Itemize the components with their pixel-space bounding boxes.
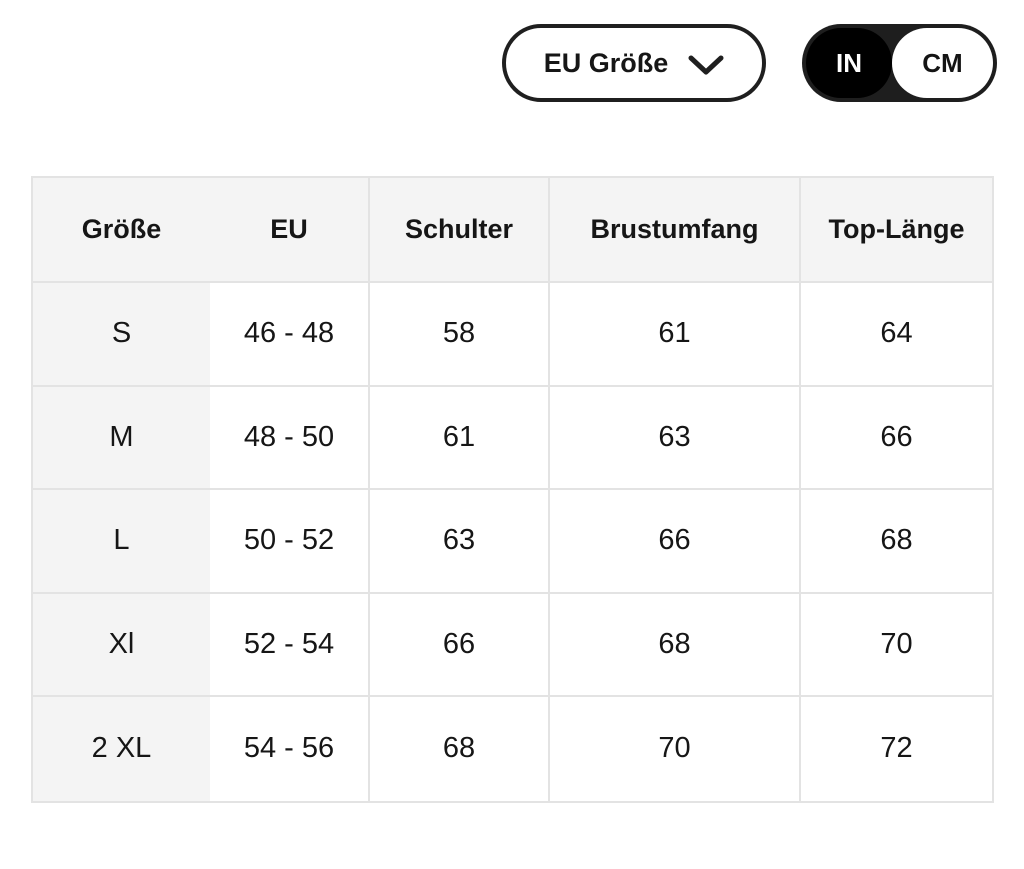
unit-toggle[interactable]: IN CM: [802, 24, 997, 102]
value-cell: 54 - 56: [210, 697, 368, 801]
value-cell: 70: [548, 697, 799, 801]
unit-toggle-in[interactable]: IN: [806, 28, 892, 98]
column-header-eu: EU: [210, 178, 368, 283]
value-cell: 50 - 52: [210, 490, 368, 594]
value-cell: 66: [368, 593, 548, 697]
size-label-cell: L: [33, 490, 210, 594]
value-cell: 61: [548, 283, 799, 387]
size-standard-select[interactable]: EU Größe: [502, 24, 766, 102]
column-header-brustumfang: Brustumfang: [548, 178, 799, 283]
size-standard-select-label: EU Größe: [543, 47, 669, 78]
value-cell: 66: [799, 386, 992, 490]
value-cell: 48 - 50: [210, 386, 368, 490]
size-label-cell: S: [33, 283, 210, 387]
value-cell: 61: [368, 386, 548, 490]
unit-toggle-cm[interactable]: CM: [892, 28, 993, 98]
value-cell: 63: [368, 490, 548, 594]
size-label-cell: 2 XL: [33, 697, 210, 801]
column-header-groesse: Größe: [33, 178, 210, 283]
column-header-top-laenge: Top-Länge: [799, 178, 992, 283]
value-cell: 66: [548, 490, 799, 594]
controls-row: EU Größe IN CM: [502, 24, 997, 102]
value-cell: 58: [368, 283, 548, 387]
value-cell: 68: [368, 697, 548, 801]
value-cell: 64: [799, 283, 992, 387]
column-header-schulter: Schulter: [368, 178, 548, 283]
value-cell: 68: [799, 490, 992, 594]
size-table: Größe EU Schulter Brustumfang Top-Länge …: [31, 176, 994, 803]
value-cell: 52 - 54: [210, 593, 368, 697]
value-cell: 63: [548, 386, 799, 490]
value-cell: 68: [548, 593, 799, 697]
value-cell: 72: [799, 697, 992, 801]
value-cell: 46 - 48: [210, 283, 368, 387]
size-label-cell: Xl: [33, 593, 210, 697]
chevron-down-icon: [688, 54, 724, 76]
value-cell: 70: [799, 593, 992, 697]
size-label-cell: M: [33, 386, 210, 490]
